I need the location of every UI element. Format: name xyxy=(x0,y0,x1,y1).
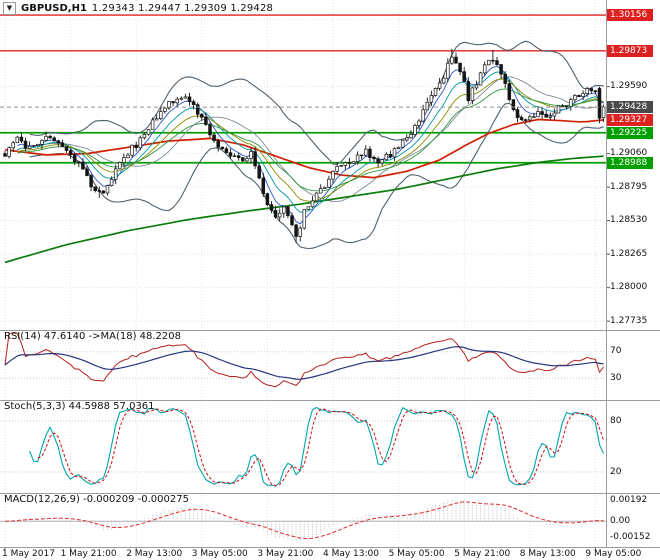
macd-panel xyxy=(0,498,606,542)
price-tick-label: 1.29590 xyxy=(610,81,648,92)
candlesticks xyxy=(3,48,606,243)
time-axis-label: 8 May 13:00 xyxy=(519,549,576,559)
macd-tick-label: -0.00152 xyxy=(610,532,651,543)
grid-lines xyxy=(0,0,606,547)
time-axis-label: 5 May 21:00 xyxy=(454,549,511,559)
symbol-dropdown-button[interactable]: ▼ xyxy=(3,2,16,15)
time-axis-label: 5 May 05:00 xyxy=(388,549,445,559)
axis-tick-marks xyxy=(4,19,610,551)
price-tick-label: 1.27735 xyxy=(610,315,648,326)
time-axis-label: 4 May 13:00 xyxy=(323,549,379,559)
stoch-level-label: 80 xyxy=(610,415,622,426)
time-axis-label: 3 May 21:00 xyxy=(257,549,314,559)
price-badge-red: 1.29327 xyxy=(607,113,653,126)
ohlc-readout: 1.29343 1.29447 1.29309 1.29428 xyxy=(91,3,274,14)
rsi-level-label: 70 xyxy=(610,346,622,357)
symbol-timeframe-label: GBPUSD,H1 xyxy=(21,3,87,14)
horizontal-level-lines xyxy=(0,14,606,164)
price-tick-label: 1.28000 xyxy=(610,282,648,293)
price-tick-label: 1.29060 xyxy=(610,148,648,159)
stoch-level-label: 20 xyxy=(610,466,622,477)
time-axis-label: 1 May 2017 xyxy=(2,549,55,559)
time-axis-label: 1 May 21:00 xyxy=(60,549,117,559)
chart-title-bar: ▼ GBPUSD,H1 1.29343 1.29447 1.29309 1.29… xyxy=(3,2,273,15)
macd-tick-label: 0.00192 xyxy=(610,494,648,505)
moving-averages xyxy=(4,65,604,264)
price-badge-red: 1.29873 xyxy=(607,44,653,57)
rsi-level-label: 30 xyxy=(610,372,622,383)
price-tick-label: 1.28265 xyxy=(610,248,648,259)
rsi-panel xyxy=(4,332,604,388)
price-badge-green: 1.28988 xyxy=(607,156,653,169)
panel-separators xyxy=(0,0,660,548)
rsi-indicator-label: RSI(14) 47.6140 ->MA(18) 48.2208 xyxy=(4,331,181,342)
time-axis-label: 3 May 05:00 xyxy=(191,549,248,559)
price-badge-red: 1.30156 xyxy=(607,9,653,22)
time-axis-label: 9 May 05:00 xyxy=(585,549,642,559)
price-badge-current: 1.29428 xyxy=(607,101,653,114)
macd-indicator-label: MACD(12,26,9) -0.000209 -0.000275 xyxy=(4,494,189,505)
stoch-panel xyxy=(29,406,605,487)
bollinger-bands xyxy=(29,40,604,250)
price-badge-green: 1.29225 xyxy=(607,126,653,139)
price-tick-label: 1.28795 xyxy=(610,181,648,192)
stoch-indicator-label: Stoch(5,3,3) 44.5988 57.0361 xyxy=(4,401,155,412)
macd-tick-label: 0.00 xyxy=(610,515,631,526)
time-axis-label: 2 May 13:00 xyxy=(126,549,183,559)
price-tick-label: 1.28530 xyxy=(610,215,648,226)
